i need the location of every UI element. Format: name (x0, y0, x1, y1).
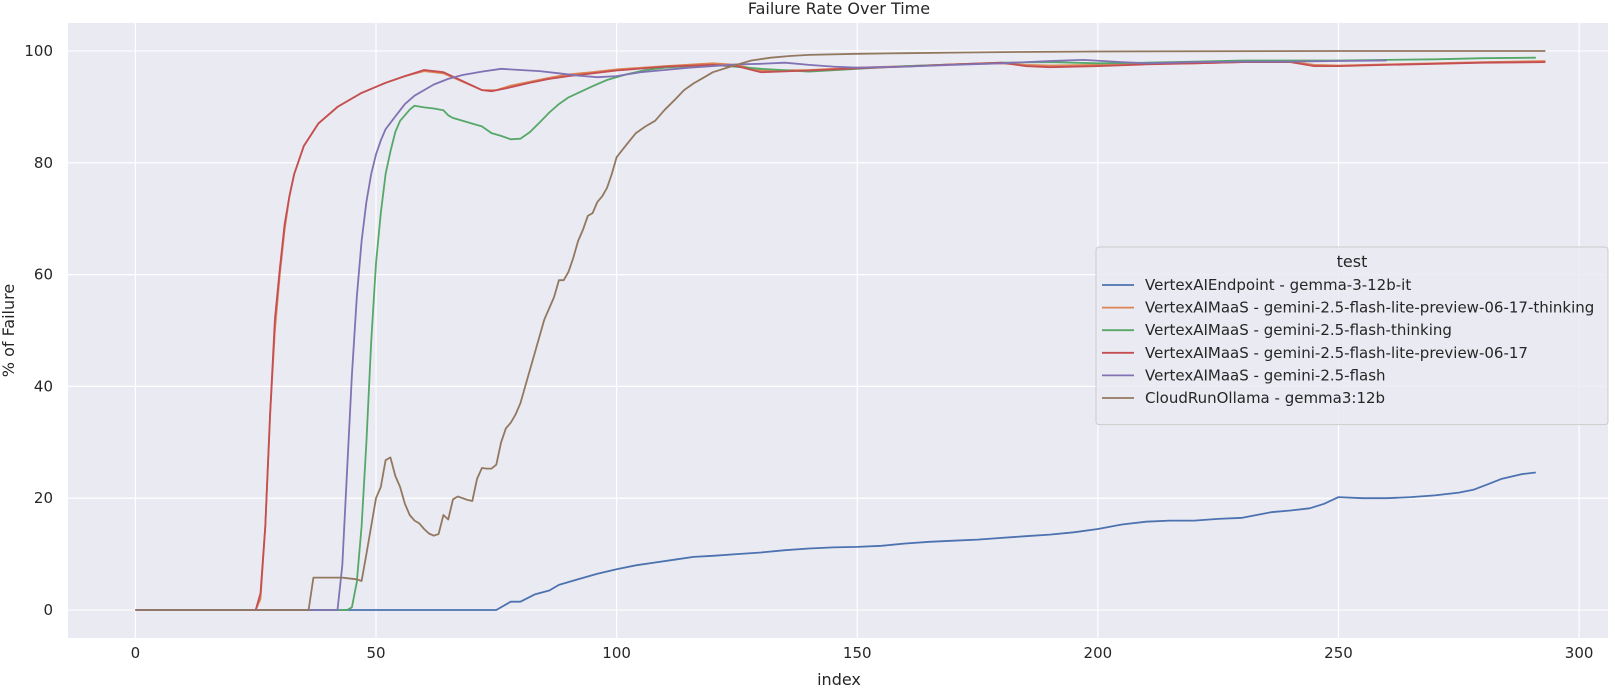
x-tick-label: 0 (131, 644, 141, 662)
legend-entry-4: VertexAIMaaS - gemini-2.5-flash (1145, 366, 1386, 384)
series-line-4 (135, 59, 1387, 611)
series-line-0 (135, 471, 1536, 611)
chart-title: Failure Rate Over Time (748, 0, 930, 18)
legend-title: test (1337, 252, 1368, 271)
y-axis-ticks: 0 20 40 60 80 100 (24, 42, 53, 619)
y-tick-label: 20 (34, 489, 53, 507)
legend-entry-3: VertexAIMaaS - gemini-2.5-flash-lite-pre… (1145, 344, 1528, 362)
legend-entry-5: CloudRunOllama - gemma3:12b (1145, 389, 1385, 407)
x-tick-label: 250 (1324, 644, 1353, 662)
series-line-2 (135, 56, 1536, 611)
y-tick-label: 60 (34, 266, 53, 284)
x-tick-label: 50 (366, 644, 385, 662)
series-line-5 (135, 50, 1546, 611)
y-tick-label: 40 (34, 377, 53, 395)
legend-entry-2: VertexAIMaaS - gemini-2.5-flash-thinking (1145, 321, 1452, 339)
y-tick-label: 100 (24, 42, 53, 60)
legend-entry-1: VertexAIMaaS - gemini-2.5-flash-lite-pre… (1145, 299, 1594, 317)
legend-entry-0: VertexAIEndpoint - gemma-3-12b-it (1145, 276, 1411, 294)
y-axis-label: % of Failure (0, 284, 18, 377)
x-tick-label: 300 (1565, 644, 1594, 662)
legend-box (1095, 246, 1609, 426)
y-tick-label: 0 (43, 601, 53, 619)
x-axis-ticks: 0 50 100 150 200 250 300 (131, 644, 1594, 662)
x-tick-label: 150 (843, 644, 872, 662)
x-tick-label: 100 (602, 644, 631, 662)
x-axis-label: index (817, 670, 861, 689)
y-tick-label: 80 (34, 154, 53, 172)
series-line-3 (135, 61, 1546, 611)
series-lines (135, 50, 1546, 611)
x-tick-label: 200 (1084, 644, 1113, 662)
legend: test VertexAIEndpoint - gemma-3-12b-it Ve… (1095, 246, 1609, 426)
